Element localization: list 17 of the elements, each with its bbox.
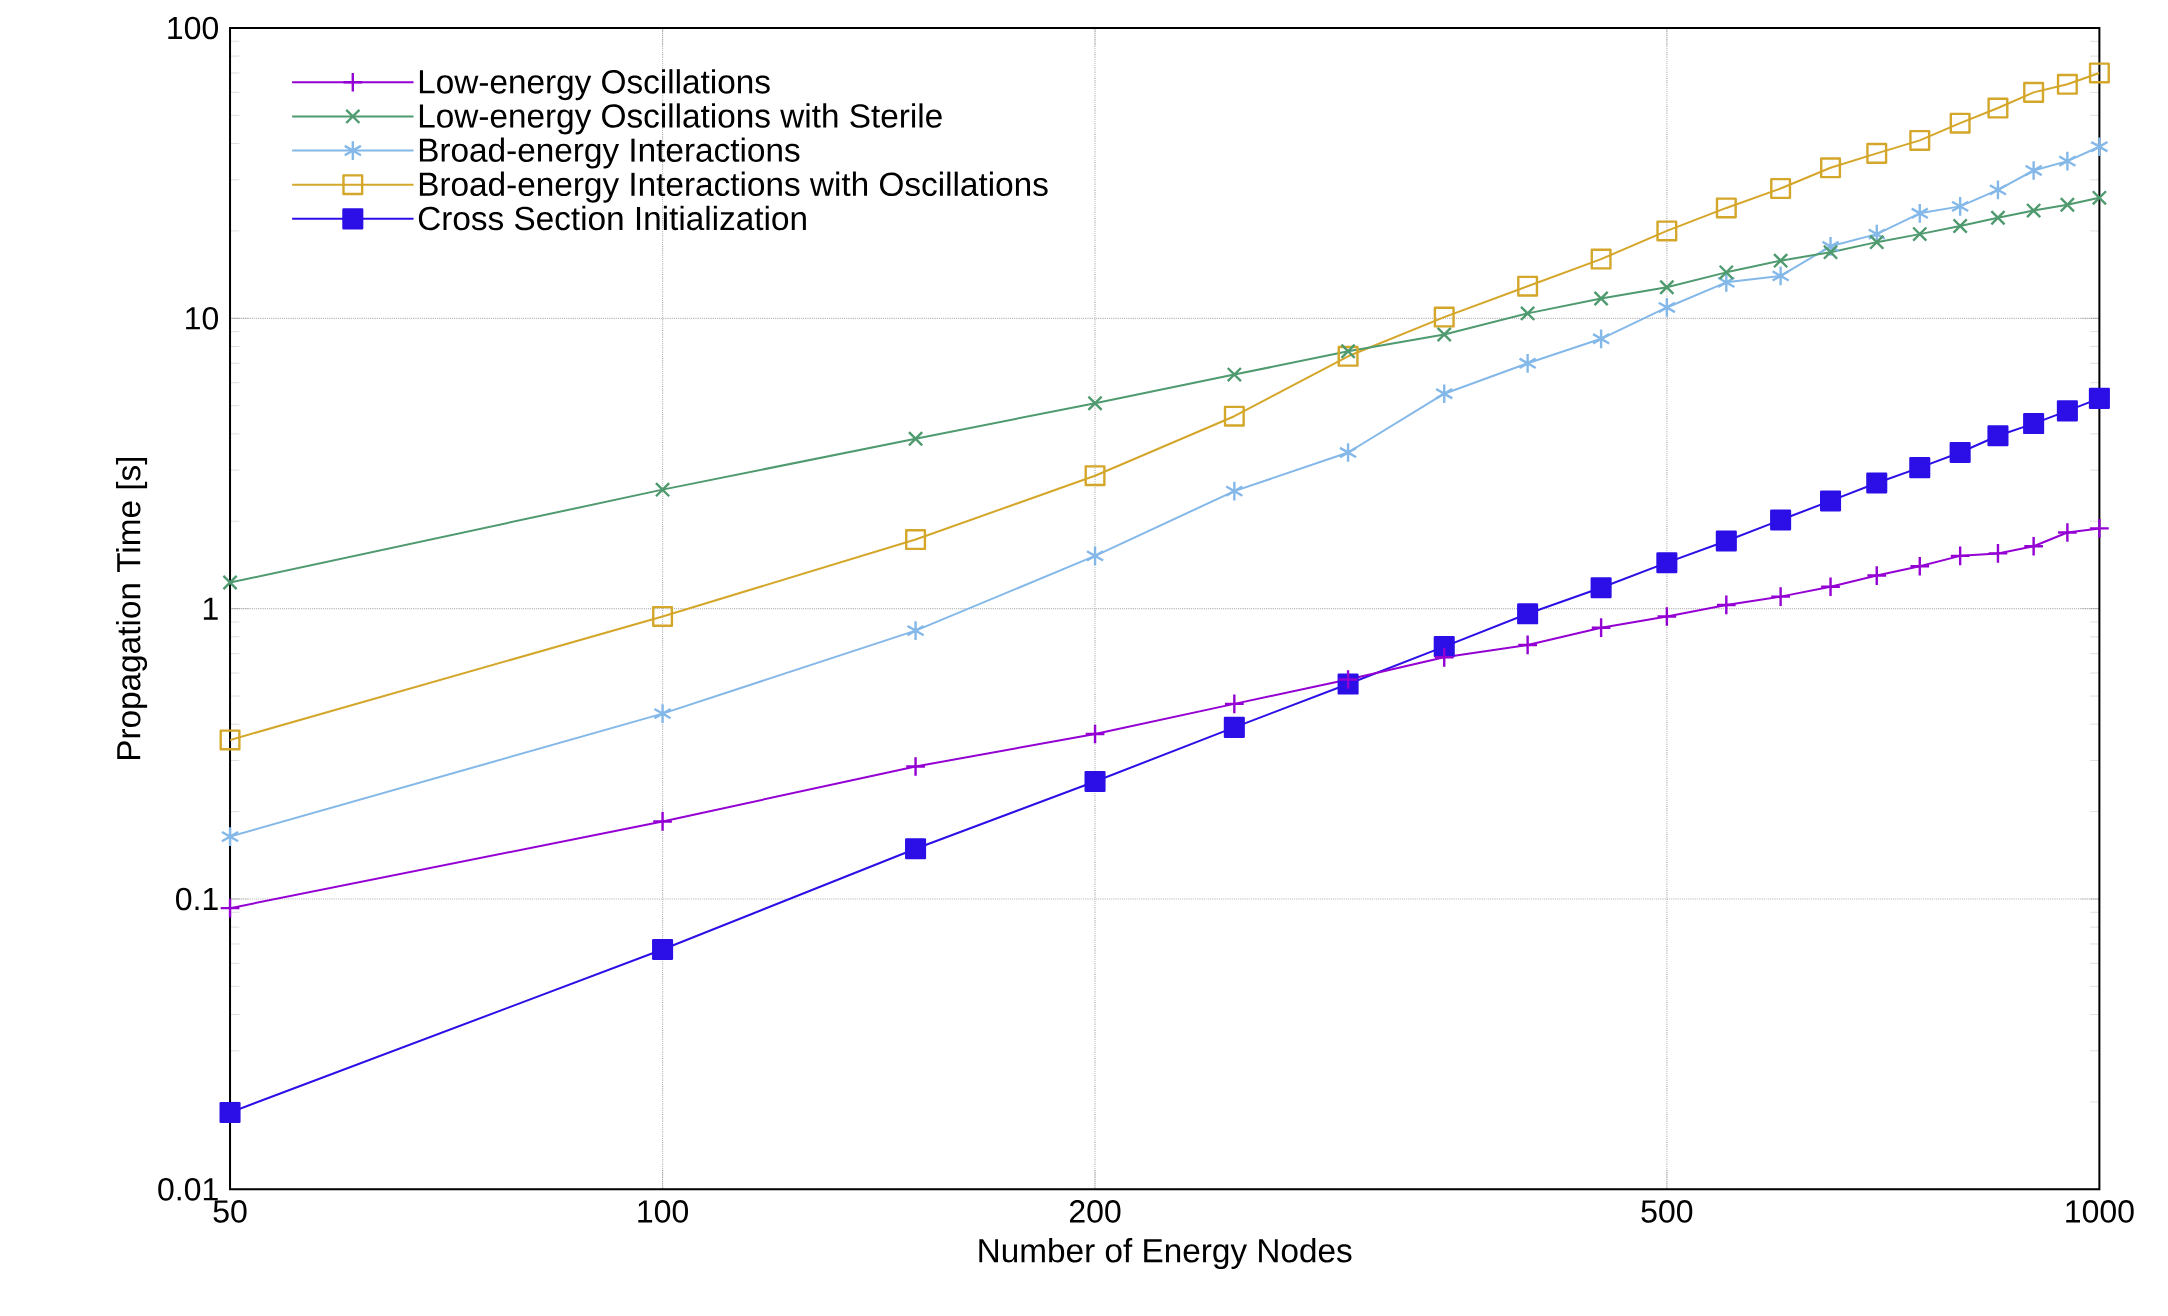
y-tick-label: 0.1: [176, 887, 218, 911]
y-tick-label: 100: [168, 16, 218, 40]
y-axis-title: Propagation Time [s]: [116, 457, 148, 760]
x-tick-label: 100: [638, 1200, 688, 1223]
legend-label: Low-energy Oscillations with Sterile: [419, 103, 942, 135]
legend-label: Low-energy Oscillations: [419, 69, 770, 101]
x-axis-title: Number of Energy Nodes: [979, 1237, 1352, 1270]
legend-label: Broad-energy Interactions with Oscillations: [419, 171, 1048, 203]
x-tick-label: 1000: [2066, 1200, 2134, 1223]
y-tick-label: 1: [203, 597, 218, 620]
legend-label: Broad-energy Interactions: [419, 137, 800, 169]
x-tick-label: 200: [1069, 1200, 1121, 1223]
y-tick-label: 10: [186, 307, 218, 330]
y-tick-label: 0.01: [158, 1178, 218, 1201]
legend-label: Cross Section Initialization: [418, 205, 806, 231]
x-tick-label: 50: [213, 1200, 247, 1223]
x-tick-label: 500: [1641, 1200, 1693, 1223]
